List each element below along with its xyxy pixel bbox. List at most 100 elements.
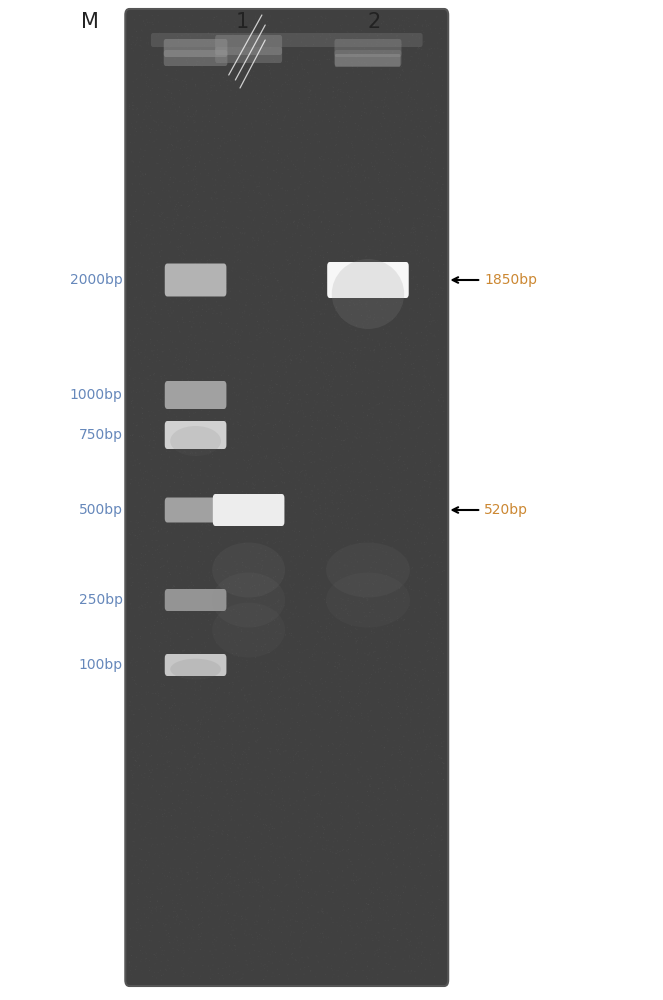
Point — [145, 82, 156, 98]
Point — [282, 177, 293, 193]
Point — [310, 9, 321, 25]
Point — [227, 549, 237, 565]
Point — [385, 67, 395, 83]
Point — [137, 690, 147, 706]
Point — [231, 432, 241, 448]
Point — [386, 191, 396, 207]
Point — [192, 696, 202, 712]
Point — [171, 211, 182, 227]
Point — [189, 460, 200, 476]
Point — [293, 265, 304, 281]
Point — [406, 859, 416, 875]
Point — [237, 23, 248, 39]
Point — [292, 287, 303, 303]
Point — [139, 906, 150, 922]
Point — [267, 34, 277, 50]
Point — [318, 394, 328, 410]
Point — [285, 863, 296, 879]
Point — [141, 495, 152, 511]
Point — [159, 218, 170, 234]
Point — [410, 17, 421, 33]
Point — [256, 949, 267, 965]
Point — [315, 247, 326, 263]
Point — [370, 439, 381, 455]
Point — [182, 657, 192, 673]
Point — [283, 264, 294, 280]
Point — [337, 632, 348, 648]
Point — [250, 379, 261, 395]
Point — [331, 724, 341, 740]
Point — [363, 201, 373, 217]
Point — [255, 898, 265, 914]
Point — [323, 610, 333, 626]
Point — [202, 513, 212, 529]
Point — [432, 687, 443, 703]
Point — [269, 631, 279, 647]
Point — [243, 172, 253, 188]
Point — [253, 732, 264, 748]
Point — [251, 474, 261, 490]
Point — [415, 392, 426, 408]
Point — [197, 717, 208, 733]
Point — [164, 403, 175, 419]
Point — [363, 592, 374, 608]
Point — [432, 425, 442, 441]
Point — [381, 700, 392, 716]
Point — [190, 674, 201, 690]
Point — [262, 74, 272, 90]
Point — [310, 445, 320, 461]
Point — [412, 186, 423, 202]
Point — [190, 182, 200, 198]
Point — [337, 28, 347, 44]
Point — [427, 454, 438, 470]
Point — [313, 812, 324, 828]
Point — [170, 964, 180, 980]
Point — [251, 597, 261, 613]
Point — [267, 552, 277, 568]
Point — [271, 798, 282, 814]
Point — [274, 689, 284, 705]
Point — [220, 655, 231, 671]
Point — [314, 23, 325, 39]
Point — [208, 70, 218, 86]
Point — [313, 906, 324, 922]
Point — [255, 343, 265, 359]
Point — [349, 355, 359, 371]
Point — [288, 629, 299, 645]
Point — [428, 262, 439, 278]
Point — [260, 674, 271, 690]
Point — [347, 522, 358, 538]
Point — [186, 574, 197, 590]
Point — [218, 69, 229, 85]
Point — [236, 249, 247, 265]
Point — [183, 404, 194, 420]
Point — [162, 140, 173, 156]
Point — [235, 844, 245, 860]
Point — [193, 193, 204, 209]
Point — [282, 329, 293, 345]
Point — [206, 702, 216, 718]
Point — [404, 703, 414, 719]
Point — [343, 237, 353, 253]
Point — [196, 166, 206, 182]
Point — [431, 418, 442, 434]
Point — [425, 21, 436, 37]
Point — [181, 80, 192, 96]
Point — [215, 653, 226, 669]
Point — [203, 538, 213, 554]
Point — [172, 470, 182, 486]
Point — [241, 364, 251, 380]
Point — [204, 122, 214, 138]
Point — [195, 529, 206, 545]
Point — [213, 355, 223, 371]
Point — [140, 704, 151, 720]
Point — [159, 557, 170, 573]
Point — [335, 590, 346, 606]
Point — [387, 270, 397, 286]
Point — [402, 75, 412, 91]
Point — [291, 556, 302, 572]
Point — [314, 602, 324, 618]
Point — [299, 897, 310, 913]
Text: 500bp: 500bp — [79, 503, 123, 517]
Point — [226, 923, 237, 939]
